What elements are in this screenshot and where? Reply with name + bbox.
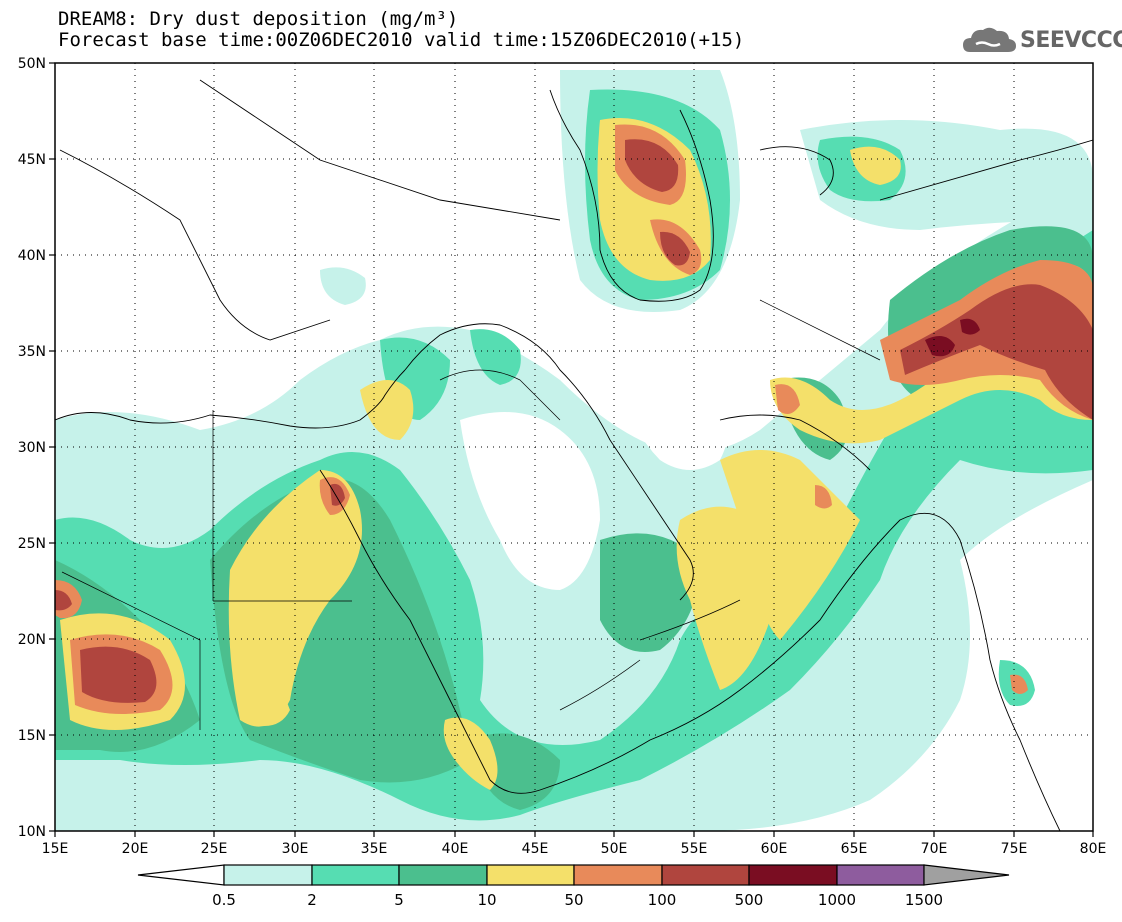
- lat-label: 10N: [18, 824, 46, 840]
- logo-text: SEEVCCC: [1020, 28, 1122, 53]
- cloud-icon: [963, 27, 1016, 52]
- colorbar-swatch: [398, 864, 488, 886]
- graticule: [55, 63, 1093, 831]
- coastlines: [55, 79, 1093, 831]
- colorbar-low-arrow: [137, 864, 225, 886]
- lon-label: 65E: [841, 841, 868, 857]
- colorbar-label: 2: [307, 891, 317, 909]
- lon-label: 50E: [601, 841, 628, 857]
- colorbar: 0.5 2 5 10 50 100 500 1000 1500: [137, 864, 1010, 909]
- colorbar-label: 5: [394, 891, 404, 909]
- lon-label: 30E: [282, 841, 309, 857]
- lon-label: 55E: [681, 841, 708, 857]
- seevccc-logo: SEEVCCC: [962, 24, 1122, 58]
- colorbar-label: 10: [477, 891, 496, 909]
- colorbar-swatch: [748, 864, 838, 886]
- lat-label: 40N: [18, 248, 46, 264]
- lon-label: 40E: [442, 841, 469, 857]
- colorbar-label: 1000: [818, 891, 856, 909]
- tick-marks: [49, 62, 1094, 837]
- lon-label: 35E: [361, 841, 388, 857]
- colorbar-label: 100: [648, 891, 677, 909]
- lon-label: 20E: [122, 841, 149, 857]
- lat-label: 45N: [18, 152, 46, 168]
- colorbar-swatch: [573, 864, 663, 886]
- colorbar-swatch: [486, 864, 575, 886]
- lat-label: 35N: [18, 344, 46, 360]
- lat-label: 30N: [18, 440, 46, 456]
- colorbar-swatch: [223, 864, 313, 886]
- colorbar-high-arrow: [923, 864, 1010, 886]
- lon-labels: 15E 20E 25E 30E 35E 40E 45E 50E 55E 60E …: [42, 841, 1107, 857]
- borders: [61, 299, 881, 730]
- map-title: DREAM8: Dry dust deposition (mg/m³): [58, 8, 459, 30]
- lon-label: 70E: [921, 841, 948, 857]
- lon-label: 45E: [522, 841, 549, 857]
- lat-label: 15N: [18, 728, 46, 744]
- dust-fields: [55, 70, 1093, 831]
- lon-label: 15E: [42, 841, 69, 857]
- lat-label: 50N: [18, 56, 46, 72]
- colorbar-label: 500: [735, 891, 764, 909]
- colorbar-swatch: [311, 864, 400, 886]
- lat-label: 20N: [18, 632, 46, 648]
- colorbar-label: 50: [564, 891, 583, 909]
- lon-label: 75E: [1001, 841, 1028, 857]
- colorbar-swatch: [661, 864, 750, 886]
- colorbar-swatch: [836, 864, 925, 886]
- lat-label: 25N: [18, 536, 46, 552]
- lon-label: 25E: [201, 841, 228, 857]
- lon-label: 80E: [1080, 841, 1107, 857]
- lon-label: 60E: [761, 841, 788, 857]
- colorbar-label: 1500: [905, 891, 943, 909]
- lat-labels: 50N 45N 40N 35N 30N 25N 20N 15N 10N: [18, 56, 46, 840]
- map-subtitle: Forecast base time:00Z06DEC2010 valid ti…: [58, 29, 745, 51]
- colorbar-label: 0.5: [212, 891, 236, 909]
